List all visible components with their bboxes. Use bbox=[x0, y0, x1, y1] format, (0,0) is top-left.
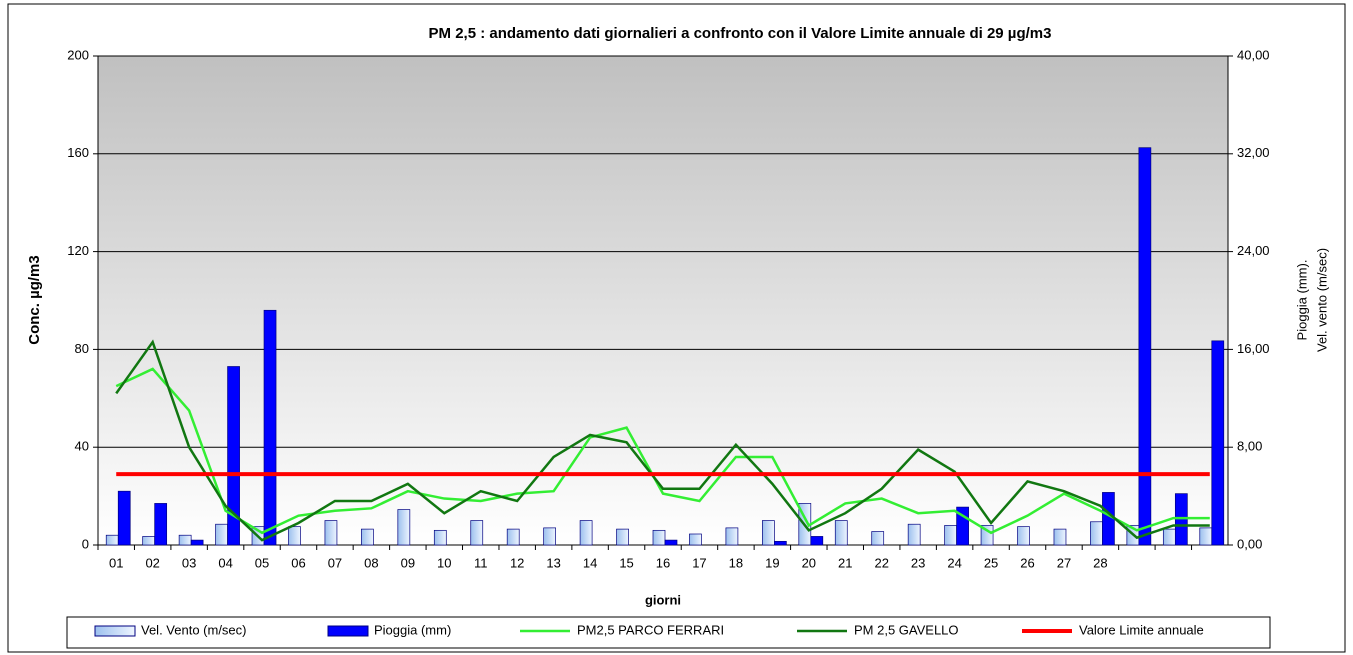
legend-label: PM 2,5 GAVELLO bbox=[854, 622, 959, 637]
y-tick-label: 200 bbox=[67, 47, 89, 62]
x-tick-label: 24 bbox=[947, 555, 961, 570]
y-axis-label: Conc. µg/m3 bbox=[26, 255, 43, 345]
x-tick-label: 28 bbox=[1093, 555, 1107, 570]
x-tick-label: 01 bbox=[109, 555, 123, 570]
x-tick-label: 26 bbox=[1020, 555, 1034, 570]
x-tick-label: 05 bbox=[255, 555, 269, 570]
x-tick-label: 19 bbox=[765, 555, 779, 570]
legend-label: Valore Limite annuale bbox=[1079, 622, 1204, 637]
bar bbox=[810, 536, 824, 546]
x-tick-label: 08 bbox=[364, 555, 378, 570]
legend-label: Pioggia (mm) bbox=[374, 622, 451, 637]
chart-title: PM 2,5 : andamento dati giornalieri a co… bbox=[429, 25, 1052, 42]
y2-tick-label: 16,00 bbox=[1237, 341, 1270, 356]
bar bbox=[361, 528, 374, 546]
bar bbox=[834, 520, 848, 546]
bar bbox=[178, 534, 192, 546]
x-tick-label: 21 bbox=[838, 555, 852, 570]
bar bbox=[506, 528, 520, 546]
bar bbox=[1017, 526, 1030, 546]
x-tick-label: 18 bbox=[729, 555, 743, 570]
bar bbox=[543, 527, 556, 546]
bar bbox=[227, 366, 240, 546]
bar bbox=[689, 533, 702, 546]
x-tick-label: 25 bbox=[984, 555, 998, 570]
bar bbox=[154, 503, 168, 546]
x-tick-label: 16 bbox=[656, 555, 670, 570]
bar bbox=[1090, 521, 1103, 546]
bar bbox=[944, 525, 957, 546]
bar bbox=[105, 534, 119, 546]
bar bbox=[871, 531, 885, 546]
bar bbox=[1162, 528, 1176, 546]
legend-label: PM2,5 PARCO FERRARI bbox=[577, 622, 724, 637]
x-tick-label: 07 bbox=[328, 555, 342, 570]
x-tick-label: 12 bbox=[510, 555, 524, 570]
bar bbox=[579, 520, 593, 546]
bar bbox=[1211, 340, 1225, 546]
y2-tick-label: 40,00 bbox=[1237, 47, 1270, 62]
bar bbox=[142, 536, 156, 546]
bar bbox=[117, 490, 131, 546]
bar bbox=[652, 529, 666, 546]
bar bbox=[664, 539, 678, 546]
x-tick-label: 06 bbox=[291, 555, 305, 570]
bar bbox=[324, 520, 338, 546]
legend-swatch bbox=[94, 625, 136, 637]
bar bbox=[907, 523, 921, 546]
y-tick-label: 40 bbox=[75, 439, 89, 454]
y2-tick-label: 32,00 bbox=[1237, 145, 1270, 160]
bar bbox=[288, 526, 301, 546]
y2-tick-label: 24,00 bbox=[1237, 243, 1270, 258]
x-tick-label: 03 bbox=[182, 555, 196, 570]
legend-swatch bbox=[327, 625, 369, 637]
bar bbox=[1199, 527, 1213, 546]
x-tick-label: 17 bbox=[692, 555, 706, 570]
y2-tick-label: 0,00 bbox=[1237, 536, 1262, 551]
bar bbox=[762, 520, 775, 546]
x-tick-label: 02 bbox=[145, 555, 159, 570]
x-tick-label: 23 bbox=[911, 555, 925, 570]
x-tick-label: 09 bbox=[401, 555, 415, 570]
y-tick-label: 120 bbox=[67, 243, 89, 258]
x-tick-label: 22 bbox=[874, 555, 888, 570]
bar bbox=[397, 509, 411, 546]
x-tick-label: 27 bbox=[1057, 555, 1071, 570]
bar bbox=[725, 527, 739, 546]
x-tick-label: 20 bbox=[802, 555, 816, 570]
bar bbox=[1053, 528, 1067, 546]
line bbox=[115, 339, 1210, 542]
x-tick-label: 11 bbox=[474, 555, 488, 570]
bar bbox=[980, 525, 994, 546]
x-tick-label: 14 bbox=[583, 555, 597, 570]
bar bbox=[190, 539, 204, 546]
bar bbox=[616, 528, 629, 546]
y2-axis-label: Pioggia (mm). bbox=[1294, 260, 1309, 341]
chart-frame bbox=[7, 3, 1346, 653]
bar bbox=[470, 520, 484, 546]
x-tick-label: 13 bbox=[546, 555, 560, 570]
bar bbox=[774, 540, 787, 546]
y-tick-label: 0 bbox=[82, 536, 89, 551]
y2-tick-label: 8,00 bbox=[1237, 439, 1262, 454]
y2-axis-label: Vel. vento (m/sec) bbox=[1314, 248, 1329, 352]
x-tick-label: 04 bbox=[218, 555, 232, 570]
bar bbox=[215, 523, 228, 546]
bar bbox=[1138, 147, 1152, 546]
bar bbox=[433, 529, 447, 546]
bar bbox=[263, 309, 277, 546]
x-tick-label: 10 bbox=[437, 555, 451, 570]
y-tick-label: 160 bbox=[67, 145, 89, 160]
legend-label: Vel. Vento (m/sec) bbox=[141, 622, 247, 637]
line bbox=[115, 367, 1210, 535]
y-tick-label: 80 bbox=[75, 341, 89, 356]
x-tick-label: 15 bbox=[619, 555, 633, 570]
x-axis-label: giorni bbox=[645, 592, 681, 607]
